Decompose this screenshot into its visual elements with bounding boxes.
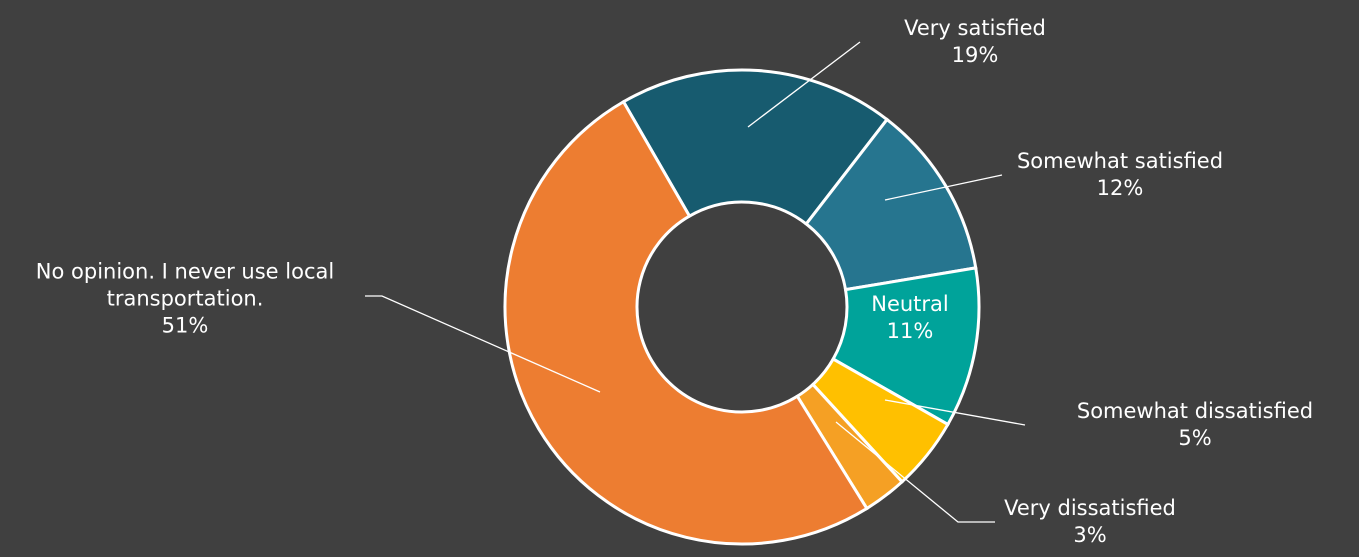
category-label: Somewhat satisfied xyxy=(1016,149,1224,173)
category-label: Somewhat dissatisfied xyxy=(1076,399,1314,423)
leader-line xyxy=(884,174,1003,201)
category-label: No opinion. I never use local transporta… xyxy=(35,259,335,311)
data-label: Neutral 11% xyxy=(850,291,970,345)
data-label: No opinion. I never use local transporta… xyxy=(5,259,365,340)
data-label: Somewhat satisfied 12% xyxy=(990,148,1250,202)
donut-slice xyxy=(621,68,890,227)
value-label: 19% xyxy=(951,43,999,67)
data-label: Very satisfied 19% xyxy=(845,15,1105,69)
leader-line xyxy=(365,295,601,393)
category-label: Neutral xyxy=(871,292,949,316)
data-label: Somewhat dissatisfied 5% xyxy=(1025,398,1359,452)
data-label: Very dissatisfied 3% xyxy=(960,495,1220,549)
donut-slice xyxy=(503,99,869,546)
value-label: 11% xyxy=(886,319,934,343)
leader-line xyxy=(884,399,1026,426)
leader-line xyxy=(835,421,995,523)
value-label: 3% xyxy=(1073,523,1107,547)
leader-line xyxy=(747,41,861,128)
value-label: 5% xyxy=(1178,426,1212,450)
category-label: Very dissatisfied xyxy=(1004,496,1176,520)
value-label: 51% xyxy=(161,313,209,338)
category-label: Very satisfied xyxy=(904,16,1046,40)
value-label: 12% xyxy=(1096,176,1144,200)
